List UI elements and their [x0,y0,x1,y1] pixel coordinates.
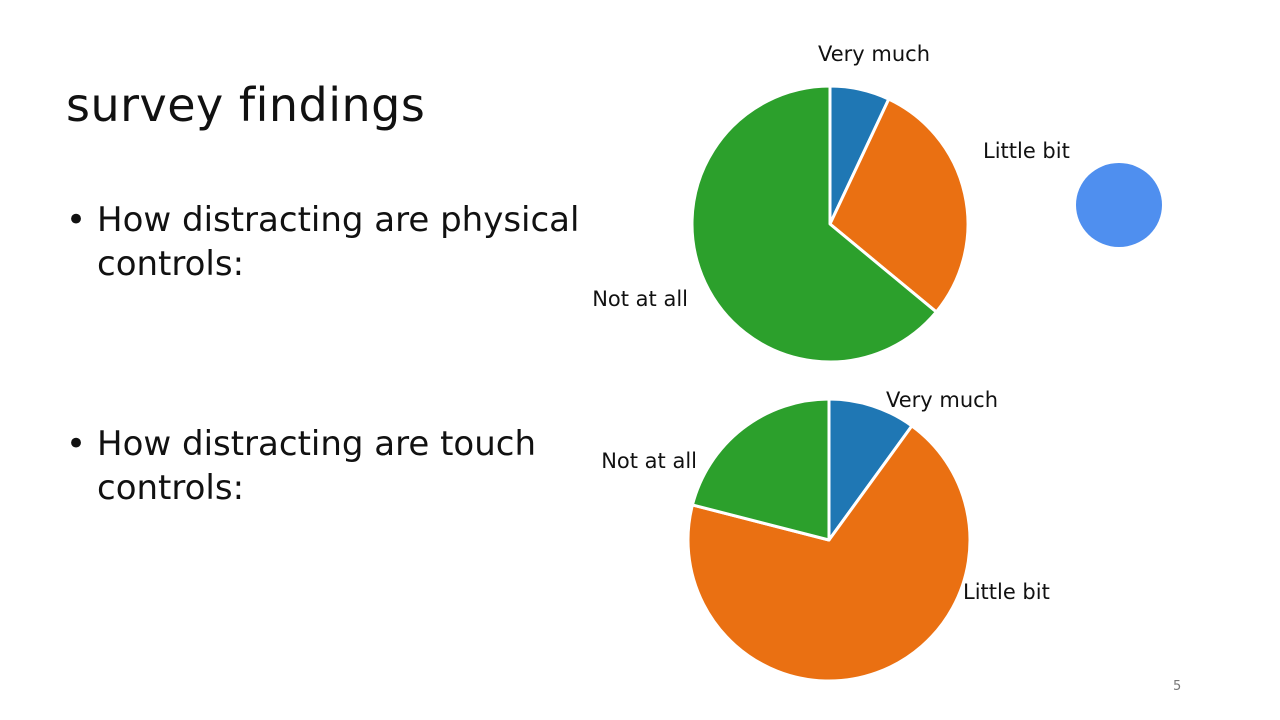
pie-slice-not-at-all [690,84,938,364]
pie-label-not-at-all: Not at all [592,287,688,311]
pie-label-very-much: Very much [886,388,998,412]
pie-slice-not-at-all [690,397,831,542]
pie-slice-little-bit [686,424,972,683]
bullet-text: How distracting are physical controls: [97,200,580,284]
pie-label-not-at-all: Not at all [601,449,697,473]
bullet-physical-controls: • How distracting are physical controls: [66,198,586,286]
bullet-marker: • [66,200,87,240]
pie-label-little-bit: Little bit [963,580,1050,604]
pie-label-very-much: Very much [818,42,930,66]
bullet-marker: • [66,424,87,464]
decorative-circle-shape [1076,163,1162,247]
pie-slice-little-bit [828,97,970,314]
slide-title: survey findings [66,78,426,132]
pie-slice-very-much [827,397,914,542]
bullet-text: How distracting are touch controls: [97,424,536,508]
bullet-touch-controls: • How distracting are touch controls: [66,422,586,510]
slide-number: 5 [1173,679,1182,694]
pie-label-little-bit: Little bit [983,139,1070,163]
